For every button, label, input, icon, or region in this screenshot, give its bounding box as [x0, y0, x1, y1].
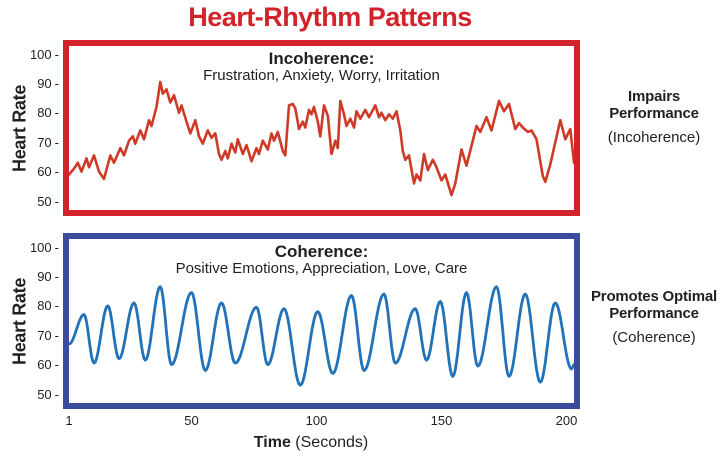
y-tick-80: 80-	[37, 298, 59, 314]
y-tick-50: 50-	[37, 386, 59, 402]
x-axis-title: Time (Seconds)	[52, 434, 570, 452]
y-axis-ticks-bottom: 100- 90- 80- 70- 60- 50-	[0, 233, 60, 409]
coherence-waveform	[69, 285, 574, 387]
incoherence-effect-label: Impairs Performance (Incoherence)	[586, 88, 722, 146]
x-tick-150: 150	[430, 413, 453, 428]
y-tick-90: 90-	[37, 75, 59, 91]
y-tick-60: 60-	[37, 164, 59, 180]
incoherence-line	[69, 80, 574, 197]
x-tick-200: 200	[555, 413, 578, 428]
x-tick-50: 50	[184, 413, 199, 428]
y-tick-100: 100-	[29, 46, 59, 62]
x-axis-title-bold: Time	[253, 434, 291, 451]
incoherence-effect-line1: Impairs	[628, 88, 680, 105]
y-tick-70: 70-	[37, 327, 59, 343]
incoherence-panel: Incoherence: Frustration, Anxiety, Worry…	[63, 40, 580, 216]
coherence-line	[69, 285, 574, 387]
coherence-effect-label: Promotes Optimal Performance (Coherence)	[586, 288, 722, 346]
coherence-effect-line1: Promotes Optimal	[591, 288, 717, 305]
x-tick-1: 1	[65, 413, 73, 428]
incoherence-effect-line2: Performance	[609, 105, 699, 123]
incoherence-heading: Incoherence:	[268, 49, 375, 68]
x-axis-title-rest: (Seconds)	[290, 434, 369, 451]
incoherence-header: Incoherence: Frustration, Anxiety, Worry…	[69, 49, 574, 85]
coherence-effect-line3: (Coherence)	[612, 328, 696, 346]
incoherence-effect-line3: (Incoherence)	[607, 128, 701, 146]
incoherence-subheading: Frustration, Anxiety, Worry, Irritation	[203, 67, 440, 85]
coherence-subheading: Positive Emotions, Appreciation, Love, C…	[175, 260, 468, 278]
coherence-effect-line2: Performance	[609, 305, 699, 323]
y-tick-90: 90-	[37, 268, 59, 284]
coherence-heading: Coherence:	[274, 242, 369, 261]
y-tick-100: 100-	[29, 239, 59, 255]
y-tick-50: 50-	[37, 193, 59, 209]
y-tick-60: 60-	[37, 357, 59, 373]
x-tick-100: 100	[305, 413, 328, 428]
coherence-header: Coherence: Positive Emotions, Appreciati…	[69, 242, 574, 278]
y-tick-70: 70-	[37, 134, 59, 150]
y-tick-80: 80-	[37, 105, 59, 121]
coherence-panel: Coherence: Positive Emotions, Appreciati…	[63, 233, 580, 409]
figure-title: Heart-Rhythm Patterns	[188, 2, 472, 32]
y-axis-ticks-top: 100- 90- 80- 70- 60- 50-	[0, 40, 60, 216]
incoherence-waveform	[69, 80, 574, 197]
